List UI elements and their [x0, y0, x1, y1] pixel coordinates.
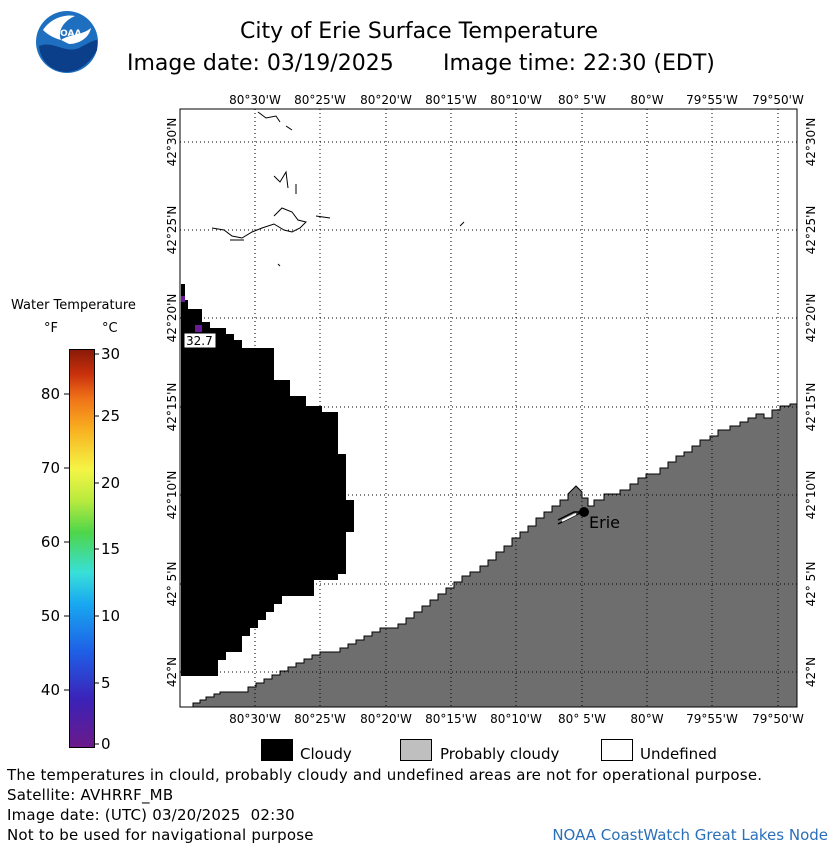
lat-label-right: 42°10'N [804, 471, 818, 520]
celsius-tick: 10 [101, 607, 120, 625]
lat-label-left: 42°15'N [165, 383, 179, 432]
lon-label-top: 79°50'W [752, 93, 804, 107]
lat-label-right: 42°N [804, 657, 818, 687]
lon-label-top: 80°W [630, 93, 663, 107]
fahrenheit-tick: 50 [41, 607, 60, 625]
lon-label-bottom: 80°20'W [360, 712, 412, 726]
celsius-tick: 0 [101, 735, 111, 753]
fahrenheit-tick: 40 [41, 681, 60, 699]
land-shoreline-area [192, 403, 798, 708]
legend-swatch-cloudy [261, 739, 293, 761]
lat-label-left: 42° 5'N [165, 562, 179, 607]
lat-label-right: 42°25'N [804, 206, 818, 255]
legend-label-undefined: Undefined [640, 745, 717, 763]
unit-fahrenheit: °F [44, 321, 58, 336]
noaa-logo: NOAA [35, 10, 99, 74]
legend-swatch-undefined [601, 739, 633, 761]
footer-utc-date: Image date: (UTC) 03/20/2025 02:30 [7, 806, 295, 824]
lat-label-left: 42°25'N [165, 206, 179, 255]
cloudy-area [181, 300, 354, 676]
lon-label-top: 80°20'W [360, 93, 412, 107]
lon-label-bottom: 80°15'W [425, 712, 477, 726]
celsius-tick: 15 [101, 540, 120, 558]
celsius-tick: 25 [101, 407, 120, 425]
lat-labels-left: 42°30'N 42°25'N 42°20'N 42°15'N 42°10'N 42° 5… [165, 118, 179, 688]
lat-label-right: 42°30'N [804, 118, 818, 167]
logo-text: NOAA [53, 29, 82, 39]
lat-label-right: 42°15'N [804, 383, 818, 432]
page-title: City of Erie Surface Temperature [239, 19, 599, 44]
celsius-tick: 5 [101, 674, 111, 692]
lon-label-bottom: 80°W [630, 712, 663, 726]
lon-label-bottom: 80°30'W [229, 712, 281, 726]
lat-label-right: 42°20'N [804, 294, 818, 343]
legend-label-probably-cloudy: Probably cloudy [440, 745, 560, 763]
lon-label-bottom: 80°10'W [490, 712, 542, 726]
footer-nav-note: Not to be used for navigational purpose [7, 826, 314, 844]
unit-celsius: °C [102, 321, 118, 336]
lon-label-top: 80° 5'W [558, 93, 606, 107]
lat-label-left: 42°10'N [165, 471, 179, 520]
legend-swatch-probably-cloudy [400, 739, 432, 761]
image-time: Image time: 22:30 (EDT) [443, 51, 715, 76]
lon-label-top: 80°25'W [294, 93, 346, 107]
lat-label-left: 42°20'N [165, 294, 179, 343]
temperature-reading-box [183, 332, 217, 349]
lon-label-top: 80°10'W [490, 93, 542, 107]
lon-label-top: 80°30'W [229, 93, 281, 107]
lat-labels-right: 42°30'N 42°25'N 42°20'N 42°15'N 42°10'N 42° 5… [804, 118, 818, 688]
lon-label-bottom: 79°50'W [752, 712, 804, 726]
lon-label-bottom: 79°55'W [686, 712, 738, 726]
lat-label-right: 42° 5'N [804, 562, 818, 607]
lon-labels-top: 80°30'W 80°25'W 80°20'W 80°15'W 80°10'W 80° 5… [229, 93, 804, 107]
erie-marker [579, 507, 589, 517]
map-grid [180, 109, 797, 707]
footer-credit: NOAA CoastWatch Great Lakes Node [552, 826, 828, 844]
lon-label-top: 79°55'W [686, 93, 738, 107]
lon-label-bottom: 80° 5'W [558, 712, 606, 726]
lon-label-bottom: 80°25'W [294, 712, 346, 726]
legend-label-cloudy: Cloudy [300, 745, 352, 763]
lon-labels-bottom: 80°30'W 80°25'W 80°20'W 80°15'W 80°10'W 80° 5… [229, 712, 804, 726]
temperature-reading: 32.7 [186, 334, 213, 348]
celsius-tick: 20 [101, 474, 120, 492]
lon-label-top: 80°15'W [425, 93, 477, 107]
footer-note: The temperatures in clould, probably clo… [7, 766, 763, 784]
footer-satellite: Satellite: AVHRRF_MB [7, 786, 174, 804]
image-date: Image date: 03/19/2025 [127, 51, 394, 76]
lat-label-left: 42°N [165, 657, 179, 687]
celsius-tick: 30 [101, 345, 120, 363]
fahrenheit-tick: 70 [41, 459, 60, 477]
fahrenheit-tick: 80 [41, 385, 60, 403]
fahrenheit-tick: 60 [41, 533, 60, 551]
colorbar-title: Water Temperature [11, 298, 136, 313]
lat-label-left: 42°30'N [165, 118, 179, 167]
city-label-erie: Erie [589, 513, 620, 532]
